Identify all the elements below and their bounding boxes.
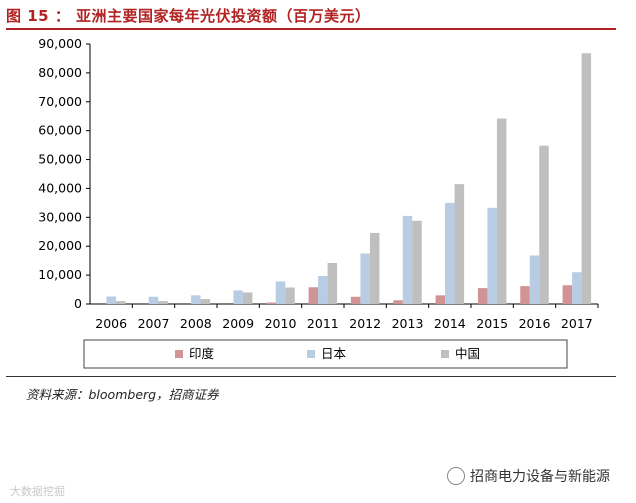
chart-bars [106,53,592,305]
bar-印度-2016 [520,286,530,304]
watermark-logo: 大数据挖掘 [10,485,65,498]
x-tick-label: 2007 [138,316,170,331]
bar-中国-2015 [496,118,507,305]
x-tick-label: 2010 [265,316,297,331]
bar-中国-2011 [327,262,338,304]
bar-日本-2016 [529,255,540,304]
bar-印度-2012 [350,296,361,304]
bar-中国-2013 [412,220,422,304]
bar-中国-2007 [158,301,168,304]
bar-中国-2017 [581,53,592,304]
bar-印度-2010 [266,302,276,304]
bar-日本-2007 [148,296,159,304]
x-tick-label: 2009 [222,316,254,331]
bar-日本-2009 [233,290,243,304]
y-tick-label: 20,000 [38,238,82,253]
x-tick-label: 2008 [180,316,212,331]
legend-label: 中国 [455,346,480,361]
bar-中国-2008 [200,299,211,304]
figure-title: 图 15 ： 亚洲主要国家每年光伏投资额（百万美元） [6,7,371,25]
legend-swatch [175,350,183,358]
bar-中国-2009 [242,292,253,304]
bar-chart: 2006 2007 2008 2009 2010 2011 2012 2013 2014 2015… [38,36,599,369]
bar-日本-2008 [191,295,201,304]
x-tick-label: 2011 [307,316,339,331]
bar-日本-2013 [402,215,413,304]
bar-印度-2013 [393,300,403,304]
y-tick-label: 90,000 [38,36,82,51]
x-tick-label: 2012 [349,316,381,331]
x-axis-labels: 2006 2007 2008 2009 2010 2011 2012 2013 2014 2015… [95,316,592,331]
x-tick-label: 2006 [95,316,127,331]
legend: 印度 日本 中国 [83,339,568,369]
x-tick-label: 2014 [434,316,466,331]
legend-label: 印度 [189,346,215,361]
bar-中国-2006 [115,301,126,304]
y-tick-label: 50,000 [38,152,82,167]
y-tick-label: 40,000 [38,180,82,195]
bar-印度-2017 [562,285,573,304]
bar-日本-2014 [445,202,455,304]
legend-label: 日本 [321,346,347,361]
bar-日本-2011 [318,275,328,304]
legend-box [83,339,568,369]
bar-中国-2016 [539,145,549,304]
bar-日本-2015 [487,207,497,304]
watermark-account: 招商电力设备与新能源 [470,469,610,485]
bar-日本-2010 [275,281,286,304]
bar-日本-2017 [572,272,582,304]
y-axis-labels: 0 10,000 20,000 30,000 40,000 50,000 60,000 70,… [38,36,82,311]
bar-印度-2015 [477,288,488,304]
legend-swatch [441,350,449,358]
y-tick-label: 60,000 [38,123,82,138]
bar-印度-2011 [308,287,319,304]
bar-印度-2014 [435,295,446,304]
chart-axes [86,43,599,308]
source-note: 资料来源：bloomberg，招商证券 [26,387,219,402]
bar-中国-2010 [285,287,295,304]
x-tick-label: 2013 [392,316,424,331]
y-tick-label: 70,000 [38,94,82,109]
bar-中国-2012 [369,232,380,304]
title-divider [6,28,616,30]
y-tick-label: 30,000 [38,209,82,224]
y-tick-label: 0 [74,296,82,311]
wechat-icon [447,467,465,485]
bar-日本-2012 [360,253,370,304]
legend-swatch [307,350,315,358]
x-tick-label: 2017 [561,316,593,331]
bar-日本-2006 [106,296,116,304]
y-tick-label: 80,000 [38,65,82,80]
footer-divider [6,376,616,377]
x-tick-label: 2015 [476,316,508,331]
x-tick-label: 2016 [519,316,551,331]
y-tick-label: 10,000 [38,267,82,282]
bar-中国-2014 [454,184,465,304]
